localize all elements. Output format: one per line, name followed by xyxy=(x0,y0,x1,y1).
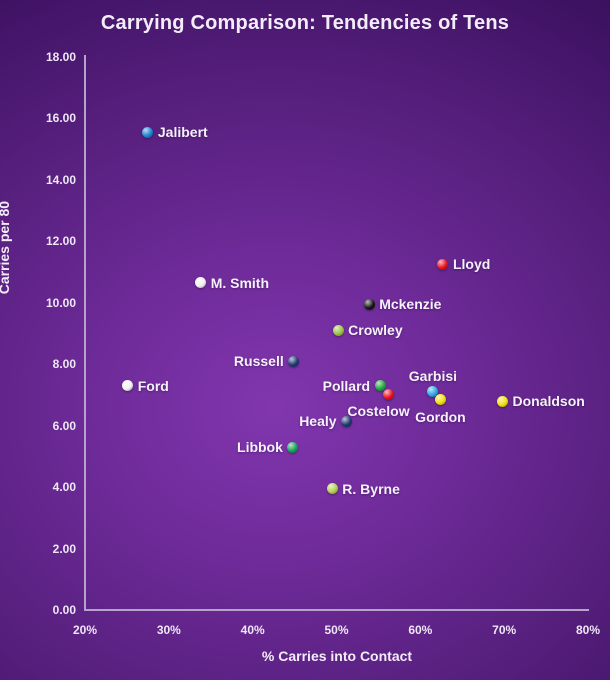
data-point xyxy=(496,395,508,407)
x-axis-title: % Carries into Contact xyxy=(261,648,413,664)
x-tick-label: 40% xyxy=(240,623,265,637)
point-label: Lloyd xyxy=(452,256,491,273)
y-tick-label: 14.00 xyxy=(45,172,76,187)
point-label: Mckenzie xyxy=(379,296,442,313)
y-tick-label: 4.00 xyxy=(52,480,76,495)
point-label: Russell xyxy=(233,353,284,370)
point-label: Pollard xyxy=(322,377,371,394)
point-label: Libbok xyxy=(237,439,283,456)
point-label: Healy xyxy=(299,413,337,430)
y-axis-line xyxy=(84,55,86,611)
point-label: Jalibert xyxy=(157,124,208,141)
point-label: Gordon xyxy=(415,408,466,425)
x-tick-label: 70% xyxy=(492,623,517,637)
y-tick-label: 6.00 xyxy=(52,418,76,433)
data-point xyxy=(326,483,338,495)
data-point xyxy=(287,441,299,453)
point-label: Garbisi xyxy=(408,367,458,384)
x-tick-label: 80% xyxy=(575,623,601,637)
data-point xyxy=(437,258,449,270)
y-tick-label: 0.00 xyxy=(52,603,76,617)
data-point xyxy=(288,355,300,367)
data-point xyxy=(374,380,386,392)
y-tick-label: 10.00 xyxy=(45,295,76,310)
y-tick-label: 18.00 xyxy=(45,50,76,64)
point-label: Crowley xyxy=(348,322,403,339)
y-tick-label: 12.00 xyxy=(45,234,76,249)
data-point xyxy=(363,298,375,310)
y-tick-label: 16.00 xyxy=(45,111,76,126)
chart-title: Carrying Comparison: Tendencies of Tens xyxy=(100,12,510,34)
y-tick-label: 2.00 xyxy=(52,541,76,556)
point-label: M. Smith xyxy=(210,274,270,291)
point-label: Costelow xyxy=(347,402,410,419)
x-tick-label: 60% xyxy=(408,623,433,637)
y-tick-label: 8.00 xyxy=(52,357,76,372)
x-tick-label: 30% xyxy=(156,623,181,637)
data-point xyxy=(341,415,353,427)
data-point xyxy=(122,380,134,392)
x-tick-label: 20% xyxy=(72,623,98,637)
x-tick-label: 50% xyxy=(324,623,349,637)
data-point xyxy=(434,394,446,406)
data-point xyxy=(427,386,439,398)
data-point xyxy=(142,126,154,138)
data-point xyxy=(195,277,207,289)
point-label: R. Byrne xyxy=(342,480,400,497)
point-label: Ford xyxy=(137,377,169,394)
point-label: Donaldson xyxy=(512,393,585,410)
data-point xyxy=(382,389,394,401)
data-point xyxy=(332,324,344,336)
x-axis-line xyxy=(84,609,589,611)
